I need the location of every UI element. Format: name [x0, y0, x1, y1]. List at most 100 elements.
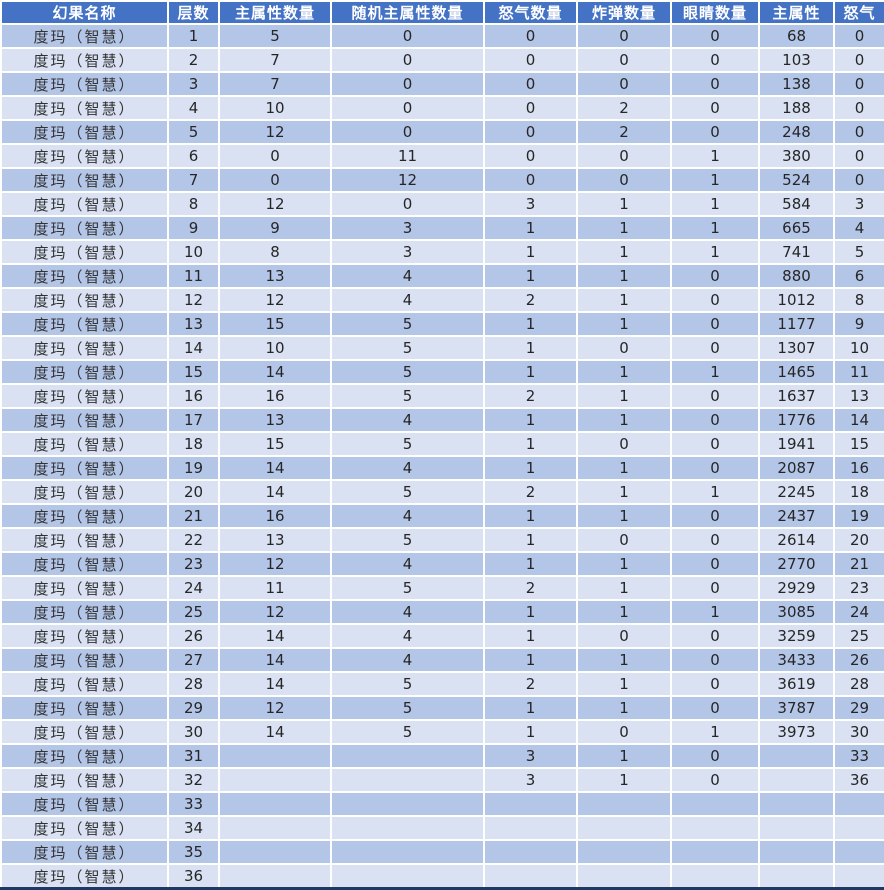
table-cell[interactable]: 0 — [330, 47, 485, 73]
table-cell[interactable]: 0 — [833, 119, 884, 145]
table-cell[interactable]: 5 — [330, 335, 485, 361]
fruit-name-cell[interactable]: 度玛（智慧） — [0, 335, 169, 361]
table-cell[interactable]: 13 — [167, 311, 220, 337]
table-cell[interactable]: 11 — [330, 143, 485, 169]
table-cell[interactable]: 0 — [576, 527, 672, 553]
table-cell[interactable]: 14 — [833, 407, 884, 433]
table-cell[interactable]: 26 — [167, 623, 220, 649]
table-cell[interactable]: 0 — [833, 143, 884, 169]
table-cell[interactable]: 2929 — [758, 575, 835, 601]
fruit-name-cell[interactable]: 度玛（智慧） — [0, 647, 169, 673]
table-cell[interactable]: 12 — [218, 551, 332, 577]
table-cell[interactable]: 1 — [576, 743, 672, 769]
table-cell[interactable]: 880 — [758, 263, 835, 289]
table-cell[interactable]: 19 — [833, 503, 884, 529]
table-cell[interactable]: 25 — [167, 599, 220, 625]
fruit-name-cell[interactable]: 度玛（智慧） — [0, 503, 169, 529]
table-cell[interactable]: 15 — [218, 431, 332, 457]
table-cell[interactable]: 10 — [167, 239, 220, 265]
table-cell[interactable]: 0 — [670, 743, 760, 769]
table-cell[interactable]: 0 — [576, 47, 672, 73]
table-cell[interactable]: 1 — [483, 407, 578, 433]
table-cell[interactable]: 0 — [670, 407, 760, 433]
table-cell[interactable]: 1776 — [758, 407, 835, 433]
table-cell[interactable]: 0 — [670, 335, 760, 361]
table-cell[interactable]: 1 — [483, 335, 578, 361]
column-header-rage[interactable]: 怒气 — [833, 0, 884, 25]
table-cell[interactable]: 2437 — [758, 503, 835, 529]
table-cell[interactable]: 0 — [670, 383, 760, 409]
table-cell[interactable]: 4 — [330, 407, 485, 433]
table-cell[interactable]: 0 — [833, 47, 884, 73]
table-cell[interactable]: 23 — [833, 575, 884, 601]
table-cell[interactable]: 1 — [483, 551, 578, 577]
fruit-name-cell[interactable]: 度玛（智慧） — [0, 95, 169, 121]
table-cell[interactable]: 14 — [167, 335, 220, 361]
table-cell[interactable]: 380 — [758, 143, 835, 169]
table-cell[interactable]: 5 — [330, 671, 485, 697]
table-cell[interactable]: 1 — [670, 719, 760, 745]
table-cell[interactable]: 0 — [483, 143, 578, 169]
table-cell[interactable]: 4 — [330, 551, 485, 577]
table-cell[interactable]: 2 — [483, 479, 578, 505]
table-cell[interactable]: 5 — [218, 23, 332, 49]
fruit-name-cell[interactable]: 度玛（智慧） — [0, 791, 169, 817]
table-cell[interactable]: 1 — [670, 479, 760, 505]
fruit-name-cell[interactable]: 度玛（智慧） — [0, 767, 169, 793]
table-cell[interactable]: 4 — [167, 95, 220, 121]
table-cell[interactable]: 29 — [167, 695, 220, 721]
table-cell[interactable]: 11 — [833, 359, 884, 385]
table-cell[interactable]: 8 — [167, 191, 220, 217]
table-cell[interactable]: 10 — [833, 335, 884, 361]
table-cell[interactable] — [576, 791, 672, 817]
table-cell[interactable]: 1 — [576, 263, 672, 289]
table-cell[interactable]: 5 — [330, 311, 485, 337]
table-cell[interactable]: 0 — [330, 119, 485, 145]
table-cell[interactable] — [758, 767, 835, 793]
fruit-name-cell[interactable]: 度玛（智慧） — [0, 743, 169, 769]
table-cell[interactable]: 0 — [576, 23, 672, 49]
table-cell[interactable]: 16 — [218, 383, 332, 409]
table-cell[interactable]: 20 — [833, 527, 884, 553]
table-cell[interactable]: 1 — [670, 167, 760, 193]
column-header-random-main-attr-count[interactable]: 随机主属性数量 — [330, 0, 485, 25]
table-cell[interactable]: 0 — [576, 143, 672, 169]
fruit-name-cell[interactable]: 度玛（智慧） — [0, 623, 169, 649]
table-cell[interactable] — [670, 815, 760, 841]
table-cell[interactable]: 1 — [576, 383, 672, 409]
fruit-name-cell[interactable]: 度玛（智慧） — [0, 167, 169, 193]
table-cell[interactable]: 4 — [330, 503, 485, 529]
table-cell[interactable]: 0 — [670, 575, 760, 601]
table-cell[interactable] — [670, 863, 760, 890]
table-cell[interactable]: 0 — [670, 431, 760, 457]
table-cell[interactable]: 32 — [167, 767, 220, 793]
table-cell[interactable]: 24 — [167, 575, 220, 601]
table-cell[interactable] — [330, 839, 485, 865]
table-cell[interactable]: 1 — [576, 287, 672, 313]
table-cell[interactable]: 11 — [167, 263, 220, 289]
table-cell[interactable]: 6 — [833, 263, 884, 289]
table-cell[interactable]: 5 — [330, 527, 485, 553]
table-cell[interactable]: 0 — [670, 287, 760, 313]
table-cell[interactable]: 7 — [218, 47, 332, 73]
table-cell[interactable]: 0 — [833, 95, 884, 121]
table-cell[interactable]: 0 — [483, 23, 578, 49]
table-cell[interactable]: 1177 — [758, 311, 835, 337]
fruit-name-cell[interactable]: 度玛（智慧） — [0, 527, 169, 553]
table-cell[interactable] — [758, 791, 835, 817]
table-cell[interactable]: 5 — [330, 479, 485, 505]
table-cell[interactable]: 0 — [670, 23, 760, 49]
fruit-name-cell[interactable]: 度玛（智慧） — [0, 839, 169, 865]
table-cell[interactable]: 17 — [167, 407, 220, 433]
table-cell[interactable]: 0 — [833, 23, 884, 49]
table-cell[interactable]: 14 — [218, 623, 332, 649]
table-cell[interactable]: 0 — [670, 623, 760, 649]
table-cell[interactable]: 0 — [670, 767, 760, 793]
table-cell[interactable]: 4 — [330, 287, 485, 313]
table-cell[interactable]: 1 — [483, 311, 578, 337]
table-cell[interactable]: 3259 — [758, 623, 835, 649]
table-cell[interactable]: 27 — [167, 647, 220, 673]
fruit-name-cell[interactable]: 度玛（智慧） — [0, 551, 169, 577]
table-cell[interactable] — [218, 743, 332, 769]
table-cell[interactable]: 3 — [167, 71, 220, 97]
